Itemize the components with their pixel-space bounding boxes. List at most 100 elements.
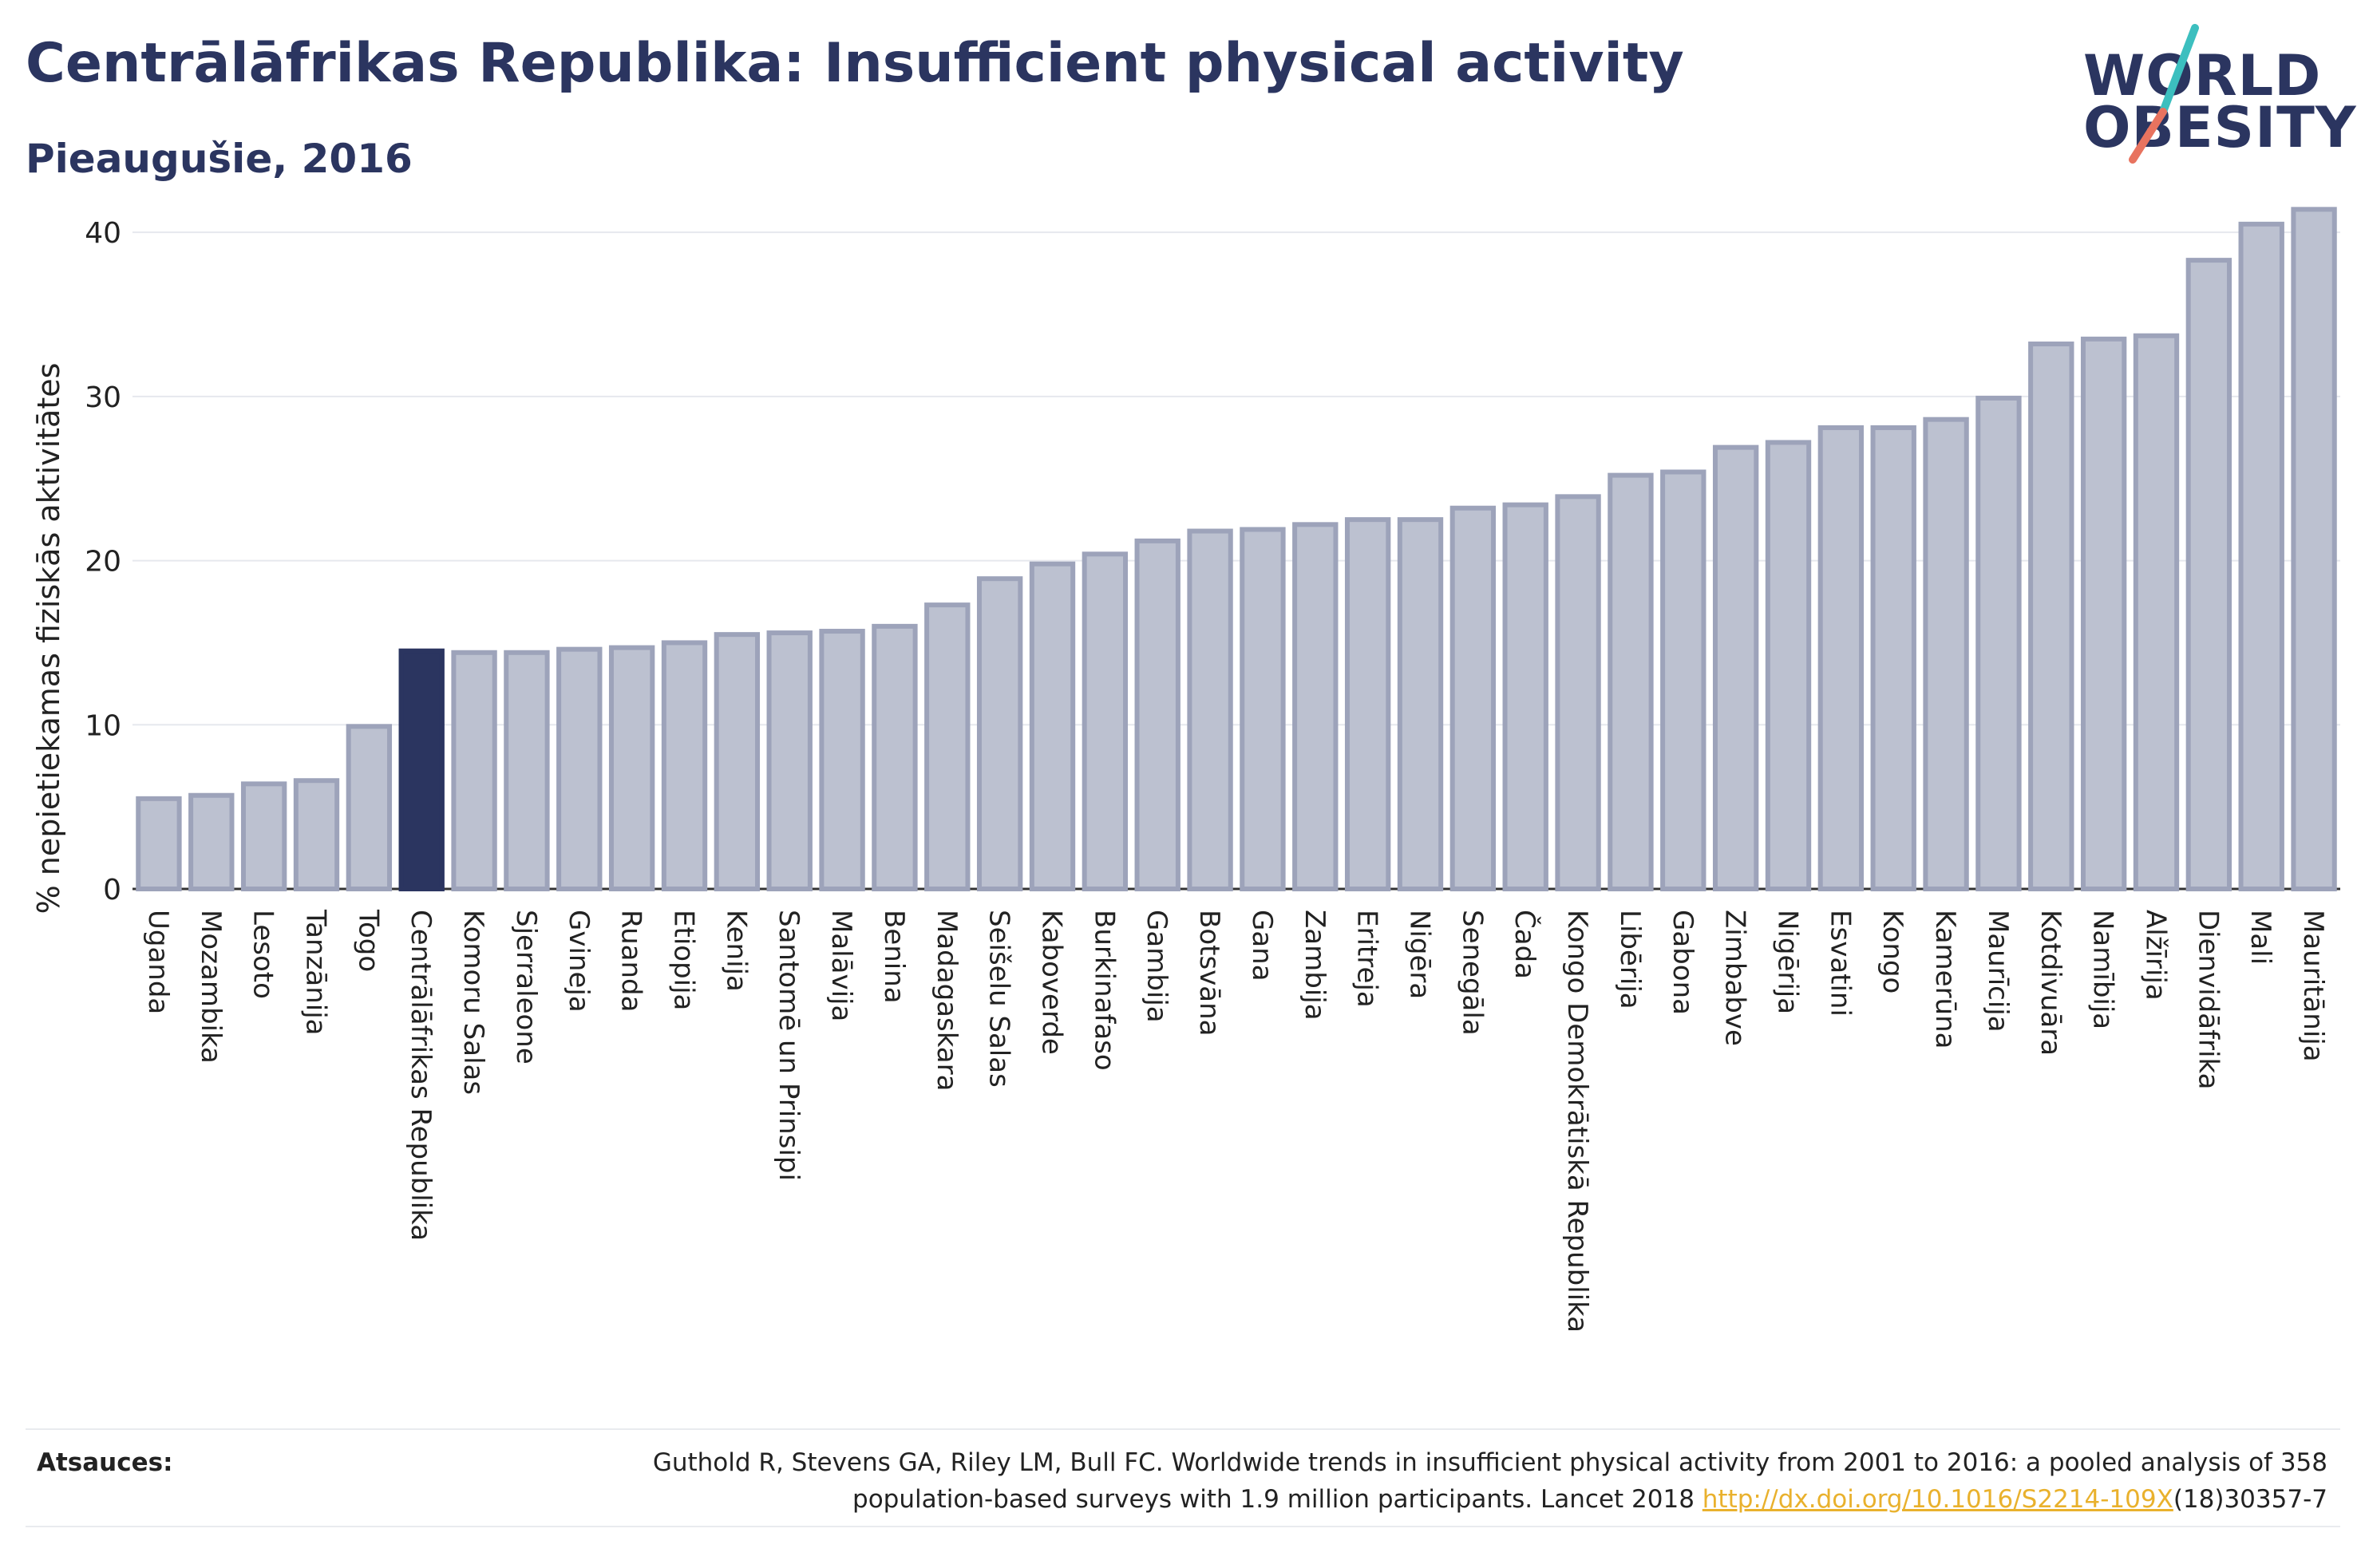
x-tick-label: Nigērija: [1772, 910, 1804, 1014]
bar: [346, 724, 393, 891]
bar: [240, 781, 287, 891]
x-tick-label: Čada: [1509, 910, 1541, 979]
bar: [1765, 440, 1812, 891]
y-axis-label: % nepietiekamas fiziskās aktivitātes: [31, 363, 66, 914]
x-tick-labels: Uganda Mozambika Lesoto Tanzānija Togo Centrā…: [142, 909, 2329, 1333]
bar: [924, 602, 971, 891]
bar: [1240, 527, 1286, 891]
x-tick-label: Tanzānija: [300, 909, 332, 1035]
x-tick-label: Gambija: [1141, 910, 1173, 1023]
bar: [2133, 333, 2180, 891]
bar: [188, 792, 235, 891]
x-tick-label: Lesoto: [247, 910, 279, 999]
x-tick-label: Togo: [352, 909, 384, 972]
citation-line-2: population-based surveys with 1.9 millio…: [852, 1485, 1703, 1514]
x-tick-label: Dienvidāfrika: [2192, 910, 2224, 1089]
bar: [1187, 528, 1233, 891]
y-tick-label: 40: [85, 217, 121, 250]
bar: [1344, 517, 1391, 892]
bar: [976, 576, 1023, 891]
logo-line-1: WORLD: [2083, 43, 2322, 109]
bar: [766, 630, 813, 891]
bar: [872, 623, 918, 891]
chart-title: Centrālāfrikas Republika: Insufficient p…: [26, 32, 1684, 95]
x-tick-label: Zimbabve: [1719, 910, 1751, 1046]
x-tick-label: Eritreja: [1351, 910, 1383, 1008]
bar: [2185, 258, 2232, 892]
citation-doi-link[interactable]: http://dx.doi.org/10.1016/S2214-109X: [1702, 1485, 2173, 1514]
x-tick-label: Kongo Demokrātiskā Republika: [1561, 910, 1593, 1333]
x-tick-label: Kongo: [1877, 910, 1908, 993]
world-obesity-logo: WORLD OBESITY: [2083, 24, 2356, 168]
x-tick-label: Botsvāna: [1193, 910, 1225, 1037]
x-tick-label: Esvatini: [1824, 910, 1856, 1017]
x-tick-label: Mozambika: [195, 910, 227, 1064]
gridlines: [132, 231, 2340, 891]
chart-subtitle: Pieaugušie, 2016: [26, 136, 413, 182]
source-label: Atsauces:: [37, 1448, 173, 1477]
x-tick-label: Mali: [2244, 910, 2276, 965]
y-tick-label: 0: [103, 874, 121, 906]
x-tick-label: Kenija: [720, 910, 752, 992]
x-tick-label: Malāvija: [825, 910, 857, 1021]
bar: [2238, 221, 2284, 892]
x-tick-label: Sjerraleone: [510, 910, 542, 1064]
source-citation: Guthold R, Stevens GA, Riley LM, Bull FC…: [492, 1444, 2327, 1518]
citation-line-1: Guthold R, Stevens GA, Riley LM, Bull FC…: [652, 1448, 2327, 1477]
y-tick-labels: 0 10 20 30 40: [85, 217, 121, 906]
x-tick-label: Alžīrija: [2140, 910, 2172, 1001]
x-tick-label: Gvineja: [563, 910, 595, 1013]
bar: [661, 640, 708, 892]
bar: [2080, 336, 2127, 892]
x-tick-label: Ruanda: [615, 910, 647, 1012]
bar: [451, 650, 497, 891]
footer-divider-top: [26, 1428, 2340, 1430]
bar: [1397, 517, 1444, 892]
x-tick-label: Gabona: [1667, 910, 1699, 1015]
bar: [2028, 342, 2074, 891]
bar: [1555, 494, 1601, 891]
bar: [1817, 425, 1865, 891]
x-tick-label: Komoru Salas: [457, 910, 489, 1095]
bar: [608, 645, 655, 891]
x-tick-label: Centrālāfrikas Republika: [405, 910, 437, 1241]
x-tick-label: Burkinafaso: [1088, 910, 1120, 1071]
x-tick-label: Santomē un Prinsipi: [773, 910, 805, 1181]
bar: [1660, 469, 1706, 891]
y-tick-label: 20: [85, 546, 121, 579]
bar: [1870, 425, 1916, 891]
bar: [1712, 444, 1759, 891]
x-tick-label: Nigēra: [1404, 910, 1436, 999]
logo-slash-icon: [2129, 24, 2199, 164]
y-tick-label: 30: [85, 381, 121, 414]
bar: [556, 646, 603, 892]
bar: [714, 632, 761, 892]
bar: [504, 650, 550, 891]
logo-line-2: OBESITY: [2083, 95, 2357, 160]
bar: [1029, 561, 1076, 892]
x-tick-label: Namībija: [2087, 910, 2119, 1029]
x-tick-label: Libērija: [1614, 910, 1646, 1009]
bar: [2291, 207, 2337, 892]
x-tick-label: Uganda: [142, 910, 174, 1014]
x-tick-label: Etiopija: [668, 910, 700, 1010]
y-tick-label: 10: [85, 709, 121, 742]
x-tick-label: Seišelu Salas: [983, 910, 1015, 1088]
footer-divider-bottom: [26, 1526, 2340, 1527]
bars: [136, 207, 2337, 892]
x-tick-label: Benina: [878, 910, 910, 1004]
bar: [819, 629, 865, 891]
bar: [136, 796, 182, 891]
bar: [1923, 417, 1969, 891]
bar-highlighted: [398, 648, 445, 891]
x-tick-label: Kotdivuāra: [2035, 910, 2066, 1056]
x-tick-label: Madagaskara: [931, 910, 963, 1091]
citation-line-2-end: (18)30357-7: [2173, 1485, 2327, 1514]
bar: [1502, 502, 1548, 892]
x-tick-label: Senegāla: [1456, 910, 1488, 1036]
x-tick-label: Zambija: [1299, 910, 1331, 1021]
bar: [1975, 395, 2022, 891]
bar: [1134, 538, 1180, 892]
x-tick-label: Mauritānija: [2297, 910, 2329, 1062]
bar: [1449, 505, 1497, 891]
